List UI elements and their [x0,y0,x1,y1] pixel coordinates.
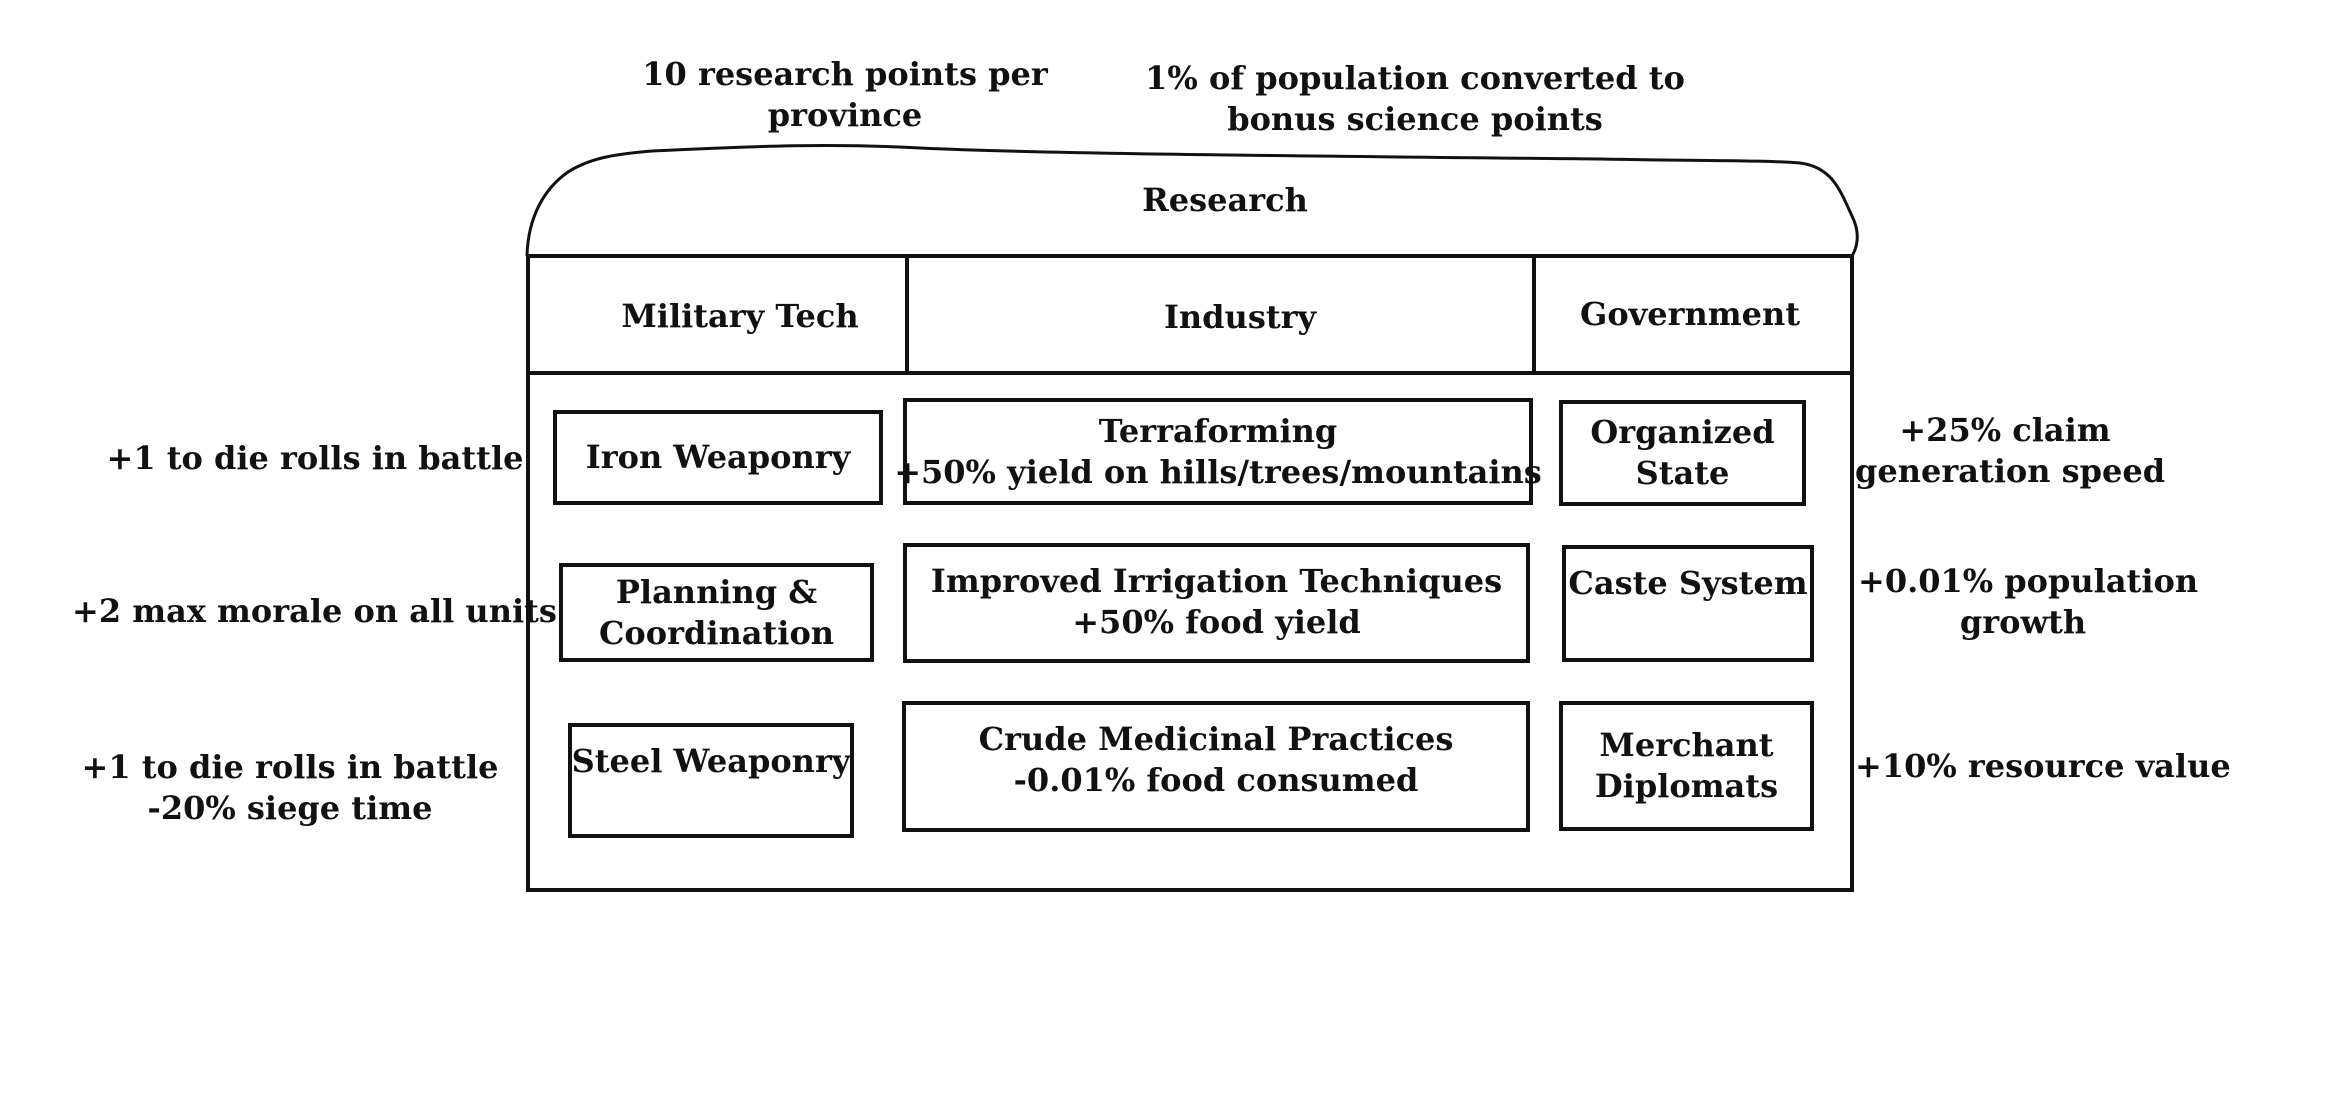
effect-line-2: growth [1959,603,2087,641]
tech-title: Crude Medicinal Practices [978,720,1454,758]
research-points-note-line-1: 10 research points per [642,55,1048,93]
tech-name: Merchant Diplomats [1595,725,1778,807]
effect-steel-weaponry: +1 to die rolls in battle -20% siege tim… [80,747,500,829]
science-conversion-note-line-2: bonus science points [1227,100,1603,138]
effect-line-1: +25% claim [1899,411,2111,449]
effect-iron-weaponry: +1 to die rolls in battle [106,439,524,477]
effect-merchant-diplomats: +10% resource value [1855,747,2231,785]
tech-effect: +50% yield on hills/trees/mountains [894,452,1542,491]
column-header-industry: Industry [1163,298,1317,336]
tech-name-line-1: Merchant [1599,726,1774,764]
tech-box-iron-weaponry[interactable]: Iron Weaponry [553,410,883,505]
tech-name: Iron Weaponry [585,438,851,476]
tech-name: Terraforming +50% yield on hills/trees/m… [894,411,1542,493]
tech-box-caste-system[interactable]: Caste System [1562,545,1814,662]
tech-name: Improved Irrigation Techniques +50% food… [931,561,1502,643]
tech-name: Crude Medicinal Practices -0.01% food co… [979,719,1454,801]
tech-name: Organized State [1590,412,1774,494]
tech-box-merchant-diplomats[interactable]: Merchant Diplomats [1559,701,1814,831]
effect-planning-coordination: +2 max morale on all units [72,592,557,630]
tech-name-line-2: Coordination [598,613,835,652]
effect-line-2: -20% siege time [147,789,433,827]
effect-caste-system: +0.01% population growth [1858,561,2199,643]
column-header-military-tech: Military Tech [621,297,859,335]
tech-box-steel-weaponry[interactable]: Steel Weaponry [568,723,854,838]
tech-title: Improved Irrigation Techniques [930,562,1503,600]
tech-box-planning-coordination[interactable]: Planning & Coordination [559,563,874,662]
tech-title: Terraforming [1098,411,1338,450]
effect-line-1: +1 to die rolls in battle [81,748,499,786]
tech-effect: +50% food yield [1072,603,1361,641]
research-points-note: 10 research points per province [560,54,1130,136]
tech-box-organized-state[interactable]: Organized State [1559,400,1806,506]
effect-organized-state: +25% claim generation speed [1855,410,2166,492]
tech-box-terraforming[interactable]: Terraforming +50% yield on hills/trees/m… [894,398,1542,505]
column-header-government: Government [1579,295,1800,333]
research-points-note-line-2: province [767,96,923,134]
industry-header-box [905,254,1536,375]
tech-name: Planning & Coordination [599,572,834,654]
science-conversion-note-line-1: 1% of population converted to [1145,59,1685,97]
research-header-curve [525,143,1859,257]
tech-name-line-2: State [1635,454,1730,492]
science-conversion-note: 1% of population converted to bonus scie… [1110,58,1720,140]
tech-name: Steel Weaponry [571,742,851,780]
effect-line-2: generation speed [1855,452,2166,490]
research-title: Research [1142,181,1308,219]
tech-box-crude-medicinal-practices[interactable]: Crude Medicinal Practices -0.01% food co… [902,701,1530,832]
tech-name-line-1: Planning & [615,572,818,611]
tech-name: Caste System [1568,564,1808,602]
tech-name-line-2: Diplomats [1594,767,1779,805]
tech-name-line-1: Organized [1590,413,1775,451]
tech-box-improved-irrigation[interactable]: Improved Irrigation Techniques +50% food… [903,543,1530,663]
tech-effect: -0.01% food consumed [1013,761,1419,799]
effect-line-1: +0.01% population [1858,562,2199,600]
